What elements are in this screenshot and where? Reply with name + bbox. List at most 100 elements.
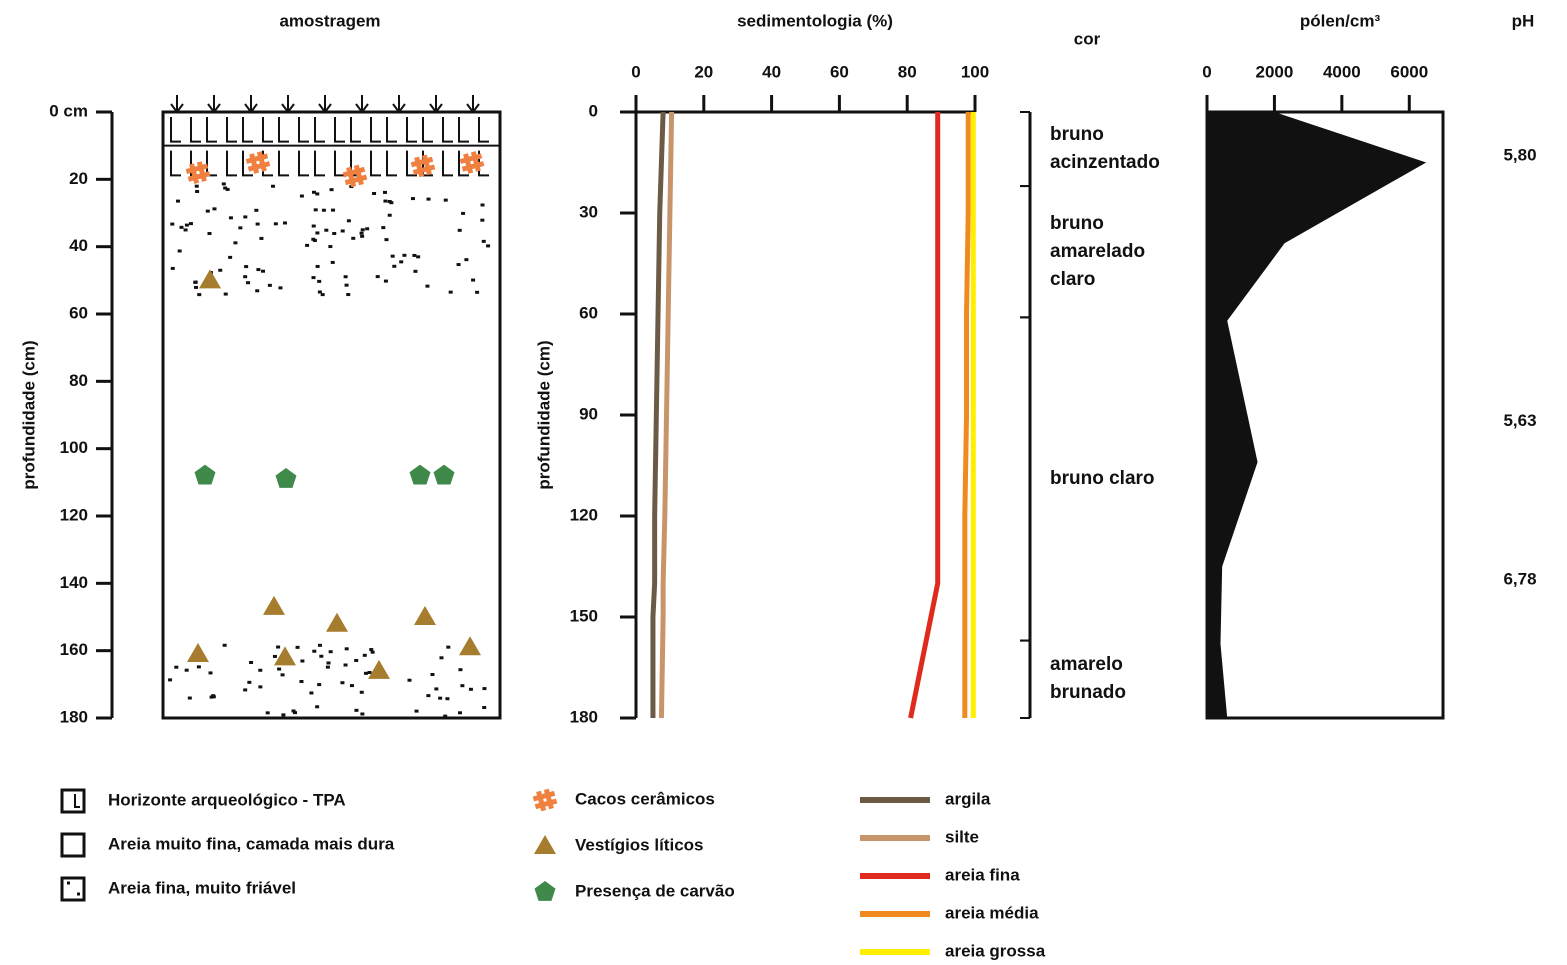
sand-dot bbox=[176, 200, 180, 203]
sand-dot bbox=[408, 679, 412, 682]
sand-dot bbox=[247, 681, 251, 684]
sand-dot bbox=[249, 661, 253, 664]
legend-label: Horizonte arqueológico - TPA bbox=[108, 790, 346, 809]
x-tick-label: 6000 bbox=[1390, 62, 1428, 81]
legend-label: silte bbox=[945, 827, 979, 846]
sand-dot bbox=[481, 203, 485, 206]
sand-dot bbox=[341, 229, 345, 232]
y-tick-label: 90 bbox=[579, 404, 598, 423]
sand-dot bbox=[268, 284, 272, 287]
sand-dot bbox=[469, 688, 473, 691]
sand-dot bbox=[194, 286, 198, 289]
sand-dot bbox=[381, 226, 385, 229]
y-tick-label: 120 bbox=[60, 505, 88, 524]
sand-dot bbox=[256, 223, 260, 226]
sand-dot bbox=[445, 697, 449, 700]
sand-dot bbox=[389, 201, 393, 204]
sand-dot bbox=[384, 238, 388, 241]
legend-label: argila bbox=[945, 789, 991, 808]
sand-dot bbox=[457, 263, 461, 266]
sand-dot bbox=[460, 684, 464, 687]
arrow bbox=[245, 95, 257, 112]
sand-dot bbox=[292, 709, 296, 712]
sand-dot bbox=[412, 254, 416, 257]
sand-dot bbox=[350, 684, 354, 687]
sand-dot bbox=[246, 281, 250, 284]
sand-dot bbox=[351, 237, 355, 240]
sand-dot bbox=[480, 219, 484, 222]
sand-dot bbox=[439, 656, 443, 659]
x-tick-label: 100 bbox=[961, 62, 989, 81]
sand-dot bbox=[207, 232, 211, 235]
arrow bbox=[356, 95, 368, 112]
sand-dot bbox=[391, 255, 395, 258]
x-tick-label: 40 bbox=[762, 62, 781, 81]
sand-dot bbox=[259, 237, 263, 240]
sand-dot bbox=[360, 232, 364, 235]
legend-label: areia grossa bbox=[945, 941, 1046, 960]
sand-dot bbox=[244, 265, 248, 268]
sand-dot bbox=[195, 185, 199, 188]
sand-dot bbox=[185, 669, 189, 672]
sand-dot bbox=[276, 646, 280, 649]
arrow bbox=[319, 95, 331, 112]
sand-dot bbox=[340, 681, 344, 684]
sand-dot bbox=[360, 691, 364, 694]
sand-dot bbox=[363, 654, 367, 657]
panel-title: pólen/cm³ bbox=[1300, 11, 1381, 30]
sand-dot bbox=[482, 706, 486, 709]
arrow bbox=[208, 95, 220, 112]
figure: amostragemprofundidade (cm)0 cm204060801… bbox=[0, 0, 1567, 965]
sand-dot bbox=[281, 713, 285, 716]
sand-dot bbox=[354, 659, 358, 662]
sand-dot bbox=[426, 694, 430, 697]
y-tick-label: 60 bbox=[69, 303, 88, 322]
sand-dot bbox=[482, 240, 486, 243]
sand-dot bbox=[434, 687, 438, 690]
sand-dot bbox=[312, 225, 316, 228]
ph-value: 5,63 bbox=[1503, 411, 1536, 430]
sand-dot bbox=[281, 673, 285, 676]
sand-dot bbox=[411, 197, 415, 200]
sand-dot bbox=[296, 646, 300, 649]
sand-dot bbox=[361, 228, 365, 231]
sand-dot bbox=[416, 255, 420, 258]
y-tick-label: 30 bbox=[579, 202, 598, 221]
sand-dot bbox=[326, 666, 330, 669]
arrow bbox=[282, 95, 294, 112]
sand-dot bbox=[223, 644, 227, 647]
y-tick-label: 80 bbox=[69, 371, 88, 390]
sand-dot bbox=[238, 226, 242, 229]
sand-dot bbox=[168, 678, 172, 681]
x-tick-label: 2000 bbox=[1256, 62, 1294, 81]
y-tick-label: 180 bbox=[60, 707, 88, 726]
sand-dot bbox=[402, 254, 406, 257]
x-tick-label: 4000 bbox=[1323, 62, 1361, 81]
lithic bbox=[534, 835, 556, 854]
sand-dot bbox=[309, 691, 313, 694]
sand-dot bbox=[330, 188, 334, 191]
y-tick-label: 120 bbox=[570, 505, 598, 524]
sand-dot bbox=[322, 209, 326, 212]
sand-dot bbox=[316, 265, 320, 268]
charcoal bbox=[535, 881, 556, 901]
sand-dot bbox=[384, 280, 388, 283]
x-tick-label: 80 bbox=[898, 62, 917, 81]
y-tick-label: 0 cm bbox=[49, 101, 88, 120]
panel-title: sedimentologia (%) bbox=[737, 11, 893, 30]
sand-dot bbox=[427, 198, 431, 201]
sand-dot bbox=[376, 275, 380, 278]
sand-dot bbox=[321, 293, 325, 296]
sand-dot bbox=[458, 668, 462, 671]
sand-dot bbox=[271, 185, 275, 188]
sand-dot bbox=[195, 190, 199, 193]
sand-dot bbox=[243, 215, 247, 218]
sand-dot bbox=[209, 671, 213, 674]
sand-dot bbox=[315, 231, 319, 234]
sand-dot bbox=[311, 276, 315, 279]
sand-dot bbox=[392, 265, 396, 268]
sand-dot bbox=[258, 669, 262, 672]
sand-dot bbox=[327, 661, 331, 664]
y-tick-label: 100 bbox=[60, 438, 88, 457]
sand-dot bbox=[317, 280, 321, 283]
